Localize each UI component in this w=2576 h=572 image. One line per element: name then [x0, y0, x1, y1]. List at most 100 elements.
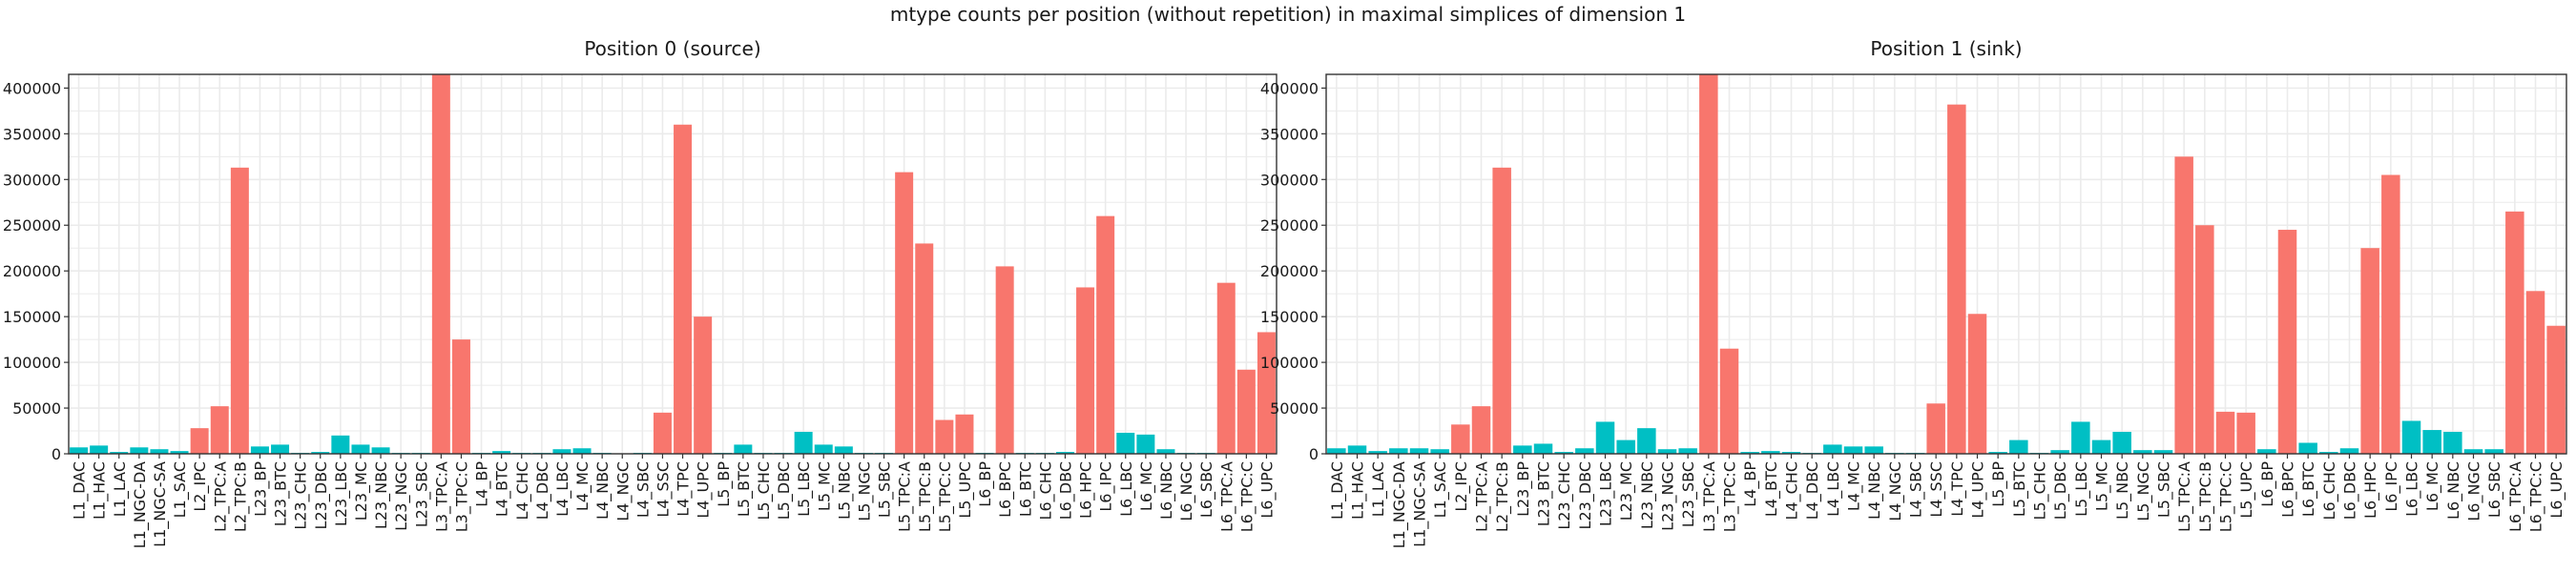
x-tick-label: L1_NGC-DA	[131, 461, 150, 548]
bar-l23-ngc	[1657, 449, 1677, 454]
bar-l3-tpc-c	[451, 339, 470, 454]
x-tick-label: L5_TPC:A	[896, 461, 915, 532]
x-tick-label: L4_SBC	[1907, 461, 1926, 518]
x-tick-label: L5_BP	[715, 461, 734, 507]
x-tick-label: L4_BTC	[1762, 461, 1781, 517]
bar-l5-upc	[955, 414, 974, 454]
bar-l23-btc	[271, 444, 290, 454]
bar-l6-mc	[2422, 430, 2441, 454]
bar-l23-dbc	[311, 452, 330, 454]
x-tick-label: L1_NGC-SA	[1411, 461, 1430, 547]
bar-l1-ngc-sa	[1409, 448, 1429, 454]
bar-l5-tpc-b	[915, 243, 934, 454]
bar-l6-bpc	[2277, 230, 2297, 454]
bar-l5-tpc-c	[935, 419, 954, 454]
x-tick-label: L4_TPC	[1948, 461, 1967, 517]
x-tick-label: L23_NGC	[392, 461, 411, 531]
bar-l6-ngc	[2463, 449, 2483, 454]
x-tick-label: L5_NGC	[855, 461, 874, 521]
x-tick-label: L6_CHC	[1036, 461, 1055, 520]
x-tick-label: L5_NBC	[835, 461, 854, 520]
x-tick-label: L3_TPC:A	[432, 461, 451, 532]
x-tick-label: L4_DBC	[533, 461, 552, 520]
x-tick-label: L23_BP	[1514, 461, 1533, 517]
x-tick-label: L23_NBC	[372, 461, 391, 529]
x-tick-label: L23_BTC	[1535, 461, 1554, 526]
y-tick-label: 300000	[3, 171, 61, 189]
x-tick-label: L5_BTC	[2010, 461, 2029, 517]
x-tick-label: L6_LBC	[2403, 461, 2422, 517]
x-tick-label: L1_NGC-DA	[1390, 461, 1409, 548]
x-tick-label: L4_NGC	[1886, 461, 1905, 521]
bar-l6-tpc-a	[2505, 211, 2524, 454]
y-tick-label: 250000	[3, 216, 61, 235]
bar-l6-bpc	[995, 266, 1014, 454]
y-tick-label: 100000	[1260, 354, 1319, 372]
bar-l4-lbc	[1823, 444, 1842, 454]
bar-l1-ngc-sa	[150, 449, 169, 454]
bar-l23-mc	[1616, 439, 1635, 454]
bar-l3-tpc-a	[431, 74, 450, 454]
bar-l23-bp	[250, 446, 269, 454]
x-tick-label: L2_TPC:B	[231, 461, 250, 532]
x-tick-label: L6_SBC	[1197, 461, 1216, 518]
bar-l4-bp	[1740, 452, 1759, 454]
x-tick-label: L6_TPC:A	[1217, 461, 1236, 532]
bar-l5-mc	[814, 444, 833, 454]
x-tick-label: L6_TPC:C	[2527, 461, 2546, 532]
bar-l4-upc	[694, 317, 713, 454]
x-tick-label: L1_HAC	[1349, 461, 1368, 520]
bar-l4-lbc	[552, 449, 571, 454]
x-tick-label: L4_BP	[1741, 461, 1760, 507]
y-tick-label: 200000	[3, 262, 61, 280]
bar-l6-nbc	[2443, 431, 2462, 454]
x-tick-label: L1_LAC	[111, 461, 130, 517]
x-tick-label: L3_TPC:C	[1721, 461, 1740, 532]
x-tick-label: L6_HPC	[1077, 461, 1096, 519]
bar-l1-ngc-da	[130, 447, 149, 454]
bar-l6-chc	[2319, 452, 2338, 454]
figure-title: mtype counts per position (without repet…	[890, 3, 1686, 26]
x-tick-label: L4_SSC	[654, 461, 673, 518]
bar-l4-tpc	[1947, 104, 1966, 454]
bar-l1-dac	[1327, 448, 1346, 454]
x-tick-label: L5_DBC	[775, 461, 794, 520]
x-tick-label: L1_NGC-SA	[151, 461, 170, 547]
x-tick-label: L2_IPC	[1452, 461, 1471, 512]
x-tick-label: L5_CHC	[2031, 461, 2050, 520]
x-tick-label: L4_NBC	[1865, 461, 1884, 520]
x-tick-label: L6_BPC	[996, 461, 1015, 518]
bar-l2-tpc-a	[1471, 406, 1491, 454]
bar-l6-ipc	[2381, 174, 2400, 455]
x-tick-label: L5_TPC:B	[916, 461, 935, 532]
x-tick-label: L5_TPC:B	[2196, 461, 2215, 532]
bar-l23-dbc	[1575, 448, 1594, 454]
x-tick-label: L5_DBC	[2051, 461, 2070, 520]
x-tick-label: L23_CHC	[1555, 461, 1574, 530]
y-tick-label: 400000	[1260, 79, 1319, 97]
x-tick-label: L4_LBC	[1824, 461, 1843, 517]
bar-l4-chc	[1781, 452, 1801, 454]
bar-l6-tpc-c	[2525, 291, 2545, 454]
x-tick-label: L6_IPC	[2382, 461, 2401, 512]
x-tick-label: L6_NGC	[1177, 461, 1196, 521]
bar-l6-ipc	[1096, 215, 1115, 454]
x-tick-label: L5_TPC:C	[936, 461, 955, 532]
x-tick-label: L6_CHC	[2320, 461, 2339, 520]
x-tick-label: L6_BP	[2258, 461, 2277, 507]
bar-l2-tpc-b	[230, 167, 249, 454]
x-tick-label: L4_NGC	[613, 461, 633, 521]
bar-l23-lbc	[1595, 421, 1615, 454]
x-tick-label: L5_SBC	[2155, 461, 2174, 518]
x-tick-label: L6_BP	[976, 461, 995, 507]
x-tick-label: L23_MC	[1617, 461, 1636, 521]
bar-l4-ssc	[1926, 403, 1945, 454]
bar-l5-tpc-c	[2215, 411, 2235, 454]
plot-background	[69, 74, 1277, 454]
bar-l6-dbc	[2339, 448, 2359, 454]
bar-l5-nbc	[2112, 431, 2131, 454]
x-tick-label: L5_NBC	[2113, 461, 2132, 520]
x-tick-label: L6_NBC	[1157, 461, 1176, 520]
x-tick-label: L5_NGC	[2134, 461, 2153, 521]
x-tick-label: L3_TPC:C	[452, 461, 471, 532]
